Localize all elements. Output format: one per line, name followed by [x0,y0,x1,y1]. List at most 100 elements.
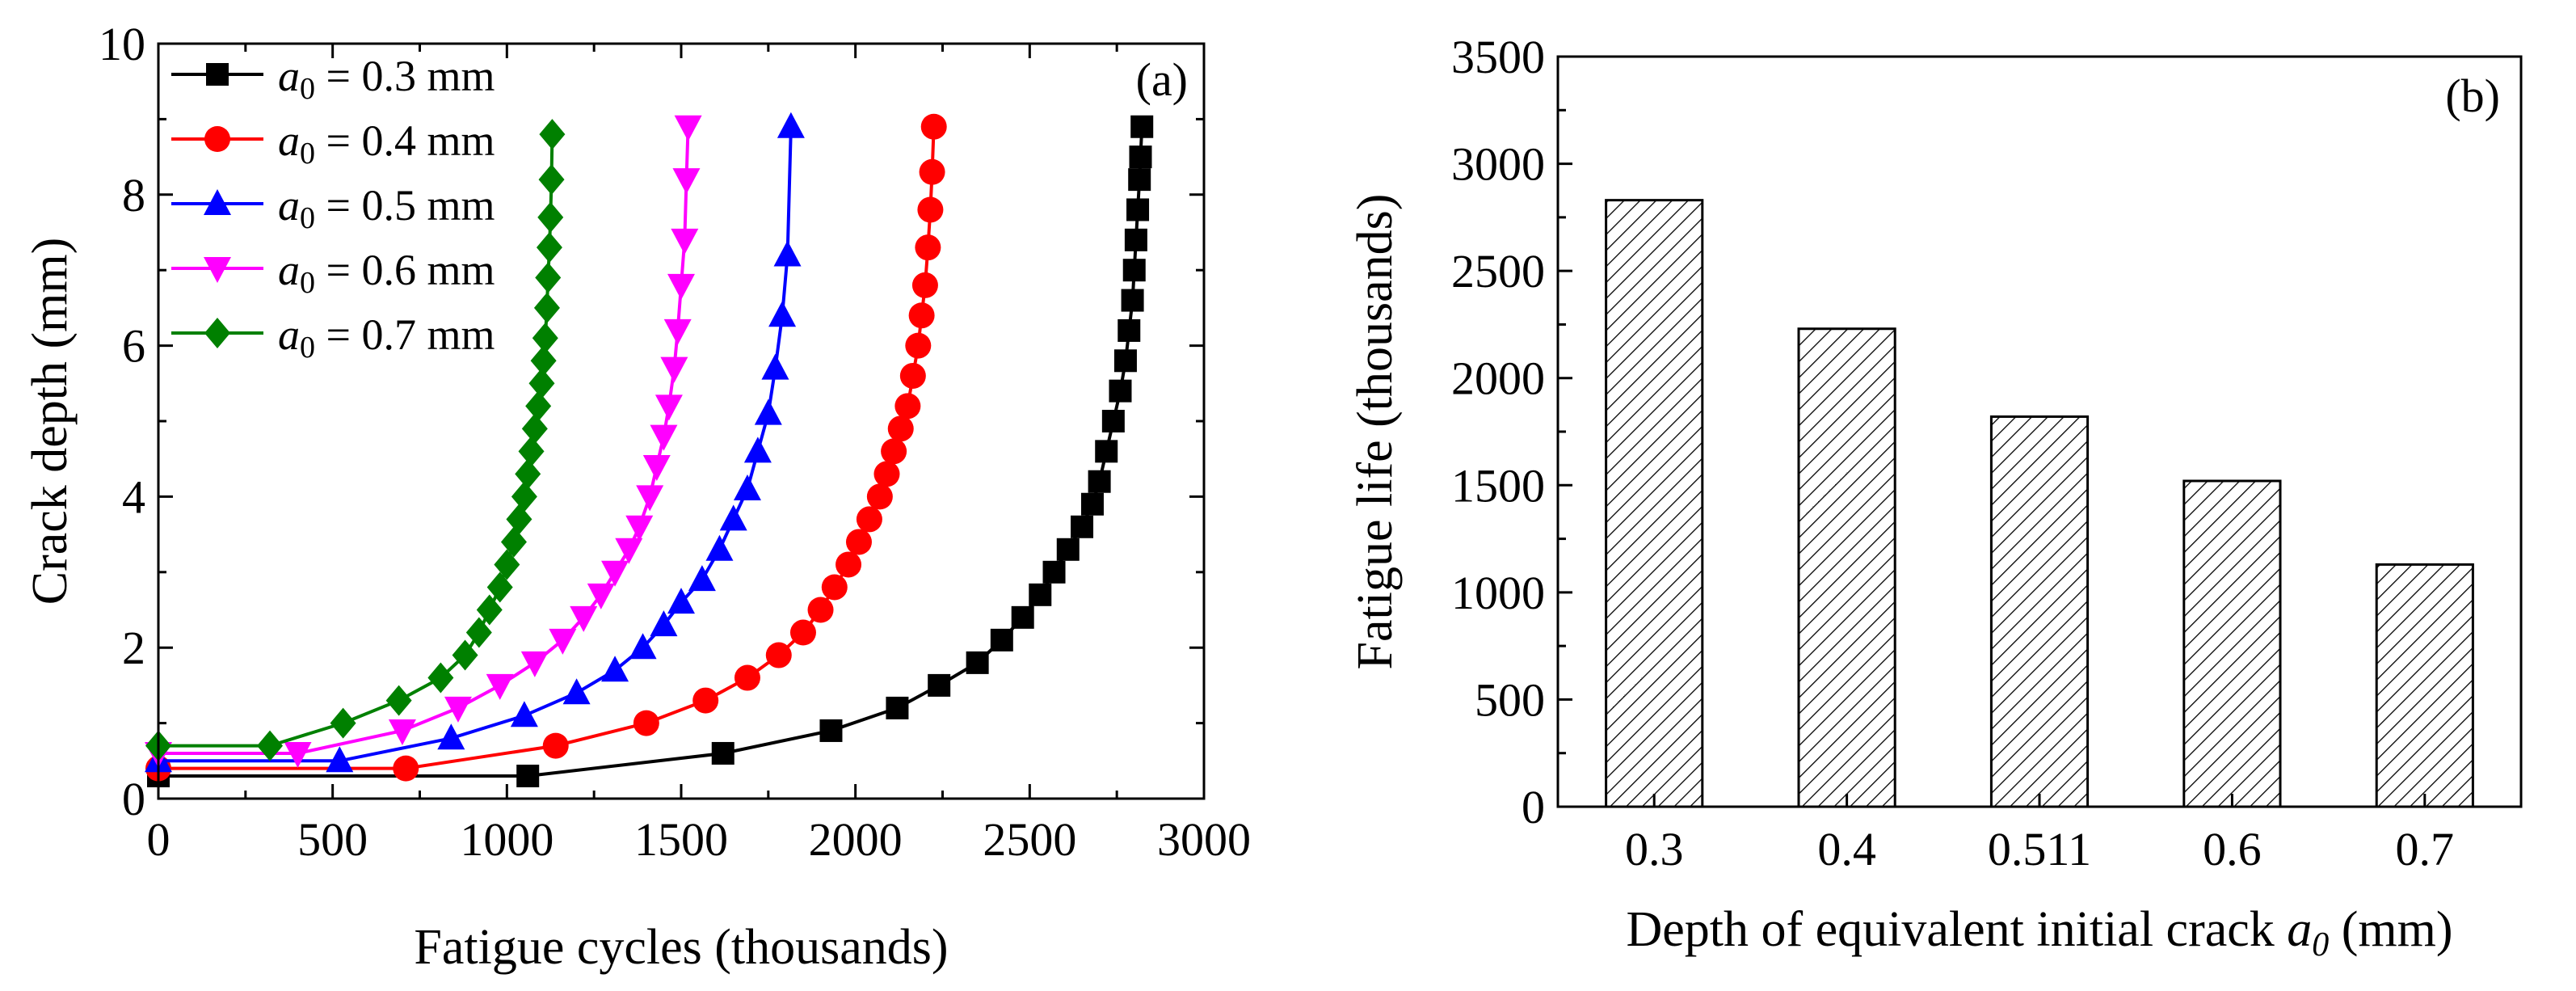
chart-a-legend-value: = 0.3 mm [315,52,495,100]
chart-a-legend-marker [206,63,229,86]
chart-a-x-axis-label: Fatigue cycles (thousands) [414,920,948,975]
chart-b-x-tick-label: 0.6 [2203,823,2262,875]
chart-a-data-point [570,605,598,632]
chart-a-data-point [385,685,412,716]
chart-a-series-3 [145,112,805,773]
chart-a-data-point [650,424,678,451]
chart-a-legend-subscript: 0 [300,201,315,235]
chart-a-data-point [655,394,683,421]
chart-a-data-point [663,318,692,345]
chart-a-data-point [873,461,900,487]
chart-a-y-tick-label: 8 [122,169,145,221]
chart-a-data-point [1011,605,1034,629]
chart-a-data-point [636,485,664,512]
chart-a-data-point [642,455,671,482]
chart-a-data-point [866,483,893,510]
chart-a-data-point [625,515,654,542]
chart-a-data-point [601,656,629,682]
chart-b-y-tick-label: 2000 [1451,352,1545,405]
chart-a-data-point [915,234,941,261]
chart-a-data-point [692,687,719,714]
chart-a-data-point [525,390,552,422]
chart-a-data-point [765,642,792,668]
chart-b-y-tick-label: 1000 [1451,567,1545,619]
chart-a-data-point [539,119,566,150]
chart-b-bar [2182,479,2282,808]
chart-a-x-tick-label: 3000 [1157,813,1251,866]
chart-a-data-point [761,353,789,380]
chart-a-data-point [917,196,944,223]
chart-a-data-point [516,764,540,787]
chart-a-data-point [733,474,761,501]
chart-a-data-point [671,228,699,255]
chart-a-data-point [427,662,454,694]
chart-a-legend-subscript: 0 [300,72,315,106]
chart-a-data-point [1101,410,1125,432]
chart-b-bar [1797,327,1896,808]
chart-a-legend-variable: a [278,310,300,359]
chart-a-y-tick-label: 6 [122,320,145,373]
chart-a-data-point [754,399,782,425]
chart-a-data-point [719,504,747,531]
chart-a-x-tick-label: 2000 [809,813,903,866]
chart-a-data-point [821,574,848,601]
chart-b-x-tick-label: 0.511 [1988,823,2091,875]
chart-a-data-point [587,583,615,609]
chart-a-data-point [845,529,872,555]
chart-a-x-tick-label: 1000 [460,813,554,866]
chart-a-data-point [465,617,492,648]
chart-b: 0.3 0.4 0.511 0.6 0.7 0 500 1000 1500 2000 2500 300… [1348,31,2523,964]
chart-a-data-point [536,232,562,264]
chart-a-data-point [444,696,472,723]
chart-a-data-point [562,678,591,705]
chart-a-data-point [537,201,564,233]
chart-a-legend-label: a0 = 0.3 mm [278,52,495,106]
chart-a-legend-value: = 0.5 mm [315,181,495,230]
chart-a-data-point [1118,318,1141,342]
chart-b-x-tick-label: 0.3 [1625,823,1684,875]
chart-a-series-5 [145,119,566,761]
chart-b-x-axis-label-unit: (mm) [2329,902,2452,957]
chart-a-legend-marker [204,189,231,215]
chart-b-x-axis-label-subscript: 0 [2312,926,2329,964]
chart-a-data-point [650,610,678,637]
chart-a-data-point [928,673,951,697]
chart-a-data-point [743,436,772,463]
chart-a-data-point [506,504,532,535]
chart-a-legend-variable: a [278,52,300,100]
chart-a-data-point [1129,145,1152,169]
chart-a-data-point [393,755,419,782]
chart-a-legend-label: a0 = 0.7 mm [278,310,495,365]
chart-a-y-axis-label: Crack depth (mm) [23,238,78,605]
chart-a-data-point [1126,198,1150,221]
chart-b-bar [1605,199,1704,808]
chart-a-data-point [899,362,926,389]
chart-a-data-point [535,262,562,293]
chart-b-y-tick-label: 1500 [1451,459,1545,512]
chart-a-data-point [1056,538,1080,561]
chart-a-legend-marker [204,257,231,283]
chart-a-data-point [1042,560,1066,584]
chart-a-legend-variable: a [278,181,300,230]
chart-a-data-point [549,628,577,655]
chart-a-legend-item: a0 = 0.7 mm [171,310,495,365]
chart-b-x-axis-label: Depth of equivalent initial crack a0 (mm… [1627,902,2453,964]
chart-a-data-point [601,560,629,587]
chart-a-data-point [1071,515,1094,538]
chart-a-series-group [145,112,1154,787]
chart-a-data-point [819,719,843,742]
chart-a-data-point [660,356,688,383]
chart-a-data-point [532,323,558,354]
chart-a-data-point [1113,349,1137,373]
chart-b-y-tick-label: 0 [1522,781,1545,833]
chart-a-data-point [966,651,989,674]
chart-a-legend-value: = 0.4 mm [315,116,495,165]
chart-b-x-tick-label: 0.4 [1817,823,1876,875]
chart-a-data-point [672,168,701,195]
chart-a-legend-marker [204,126,230,152]
chart-a-y-tick-label: 4 [122,470,145,523]
chart-a-legend-subscript: 0 [300,266,315,300]
chart-a-data-point [1130,115,1154,138]
chart-a-legend-subscript: 0 [300,331,315,365]
